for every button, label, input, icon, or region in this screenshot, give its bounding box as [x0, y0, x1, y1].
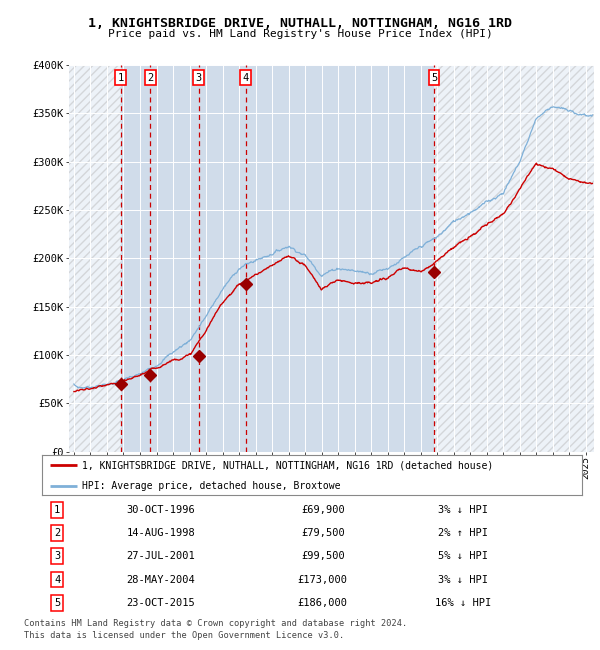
- Text: £69,900: £69,900: [301, 505, 344, 515]
- Bar: [434, 65, 594, 452]
- Bar: [69, 65, 121, 452]
- Text: 23-OCT-2015: 23-OCT-2015: [127, 598, 195, 608]
- Text: HPI: Average price, detached house, Broxtowe: HPI: Average price, detached house, Brox…: [83, 482, 341, 491]
- Text: £186,000: £186,000: [298, 598, 348, 608]
- Text: 16% ↓ HPI: 16% ↓ HPI: [435, 598, 491, 608]
- Text: £99,500: £99,500: [301, 551, 344, 562]
- Text: 1, KNIGHTSBRIDGE DRIVE, NUTHALL, NOTTINGHAM, NG16 1RD: 1, KNIGHTSBRIDGE DRIVE, NUTHALL, NOTTING…: [88, 17, 512, 30]
- Text: 1: 1: [54, 505, 60, 515]
- Text: Contains HM Land Registry data © Crown copyright and database right 2024.: Contains HM Land Registry data © Crown c…: [24, 619, 407, 628]
- Text: 3: 3: [54, 551, 60, 562]
- Text: 4: 4: [243, 73, 249, 83]
- Text: £79,500: £79,500: [301, 528, 344, 538]
- Text: 5: 5: [431, 73, 437, 83]
- Text: 14-AUG-1998: 14-AUG-1998: [127, 528, 195, 538]
- Text: 3% ↓ HPI: 3% ↓ HPI: [438, 575, 488, 584]
- Text: 5: 5: [54, 598, 60, 608]
- Text: 1: 1: [118, 73, 124, 83]
- Text: 27-JUL-2001: 27-JUL-2001: [127, 551, 195, 562]
- Text: 30-OCT-1996: 30-OCT-1996: [127, 505, 195, 515]
- Text: 4: 4: [54, 575, 60, 584]
- Text: 3% ↓ HPI: 3% ↓ HPI: [438, 505, 488, 515]
- Text: 2: 2: [54, 528, 60, 538]
- Bar: [121, 65, 150, 452]
- Text: 3: 3: [196, 73, 202, 83]
- Text: 28-MAY-2004: 28-MAY-2004: [127, 575, 195, 584]
- Text: Price paid vs. HM Land Registry's House Price Index (HPI): Price paid vs. HM Land Registry's House …: [107, 29, 493, 39]
- Text: 2: 2: [147, 73, 154, 83]
- Text: £173,000: £173,000: [298, 575, 348, 584]
- Bar: [246, 65, 434, 452]
- Text: This data is licensed under the Open Government Licence v3.0.: This data is licensed under the Open Gov…: [24, 630, 344, 640]
- Bar: [199, 65, 246, 452]
- Text: 1, KNIGHTSBRIDGE DRIVE, NUTHALL, NOTTINGHAM, NG16 1RD (detached house): 1, KNIGHTSBRIDGE DRIVE, NUTHALL, NOTTING…: [83, 460, 494, 470]
- Bar: [150, 65, 199, 452]
- Text: 5% ↓ HPI: 5% ↓ HPI: [438, 551, 488, 562]
- Text: 2% ↑ HPI: 2% ↑ HPI: [438, 528, 488, 538]
